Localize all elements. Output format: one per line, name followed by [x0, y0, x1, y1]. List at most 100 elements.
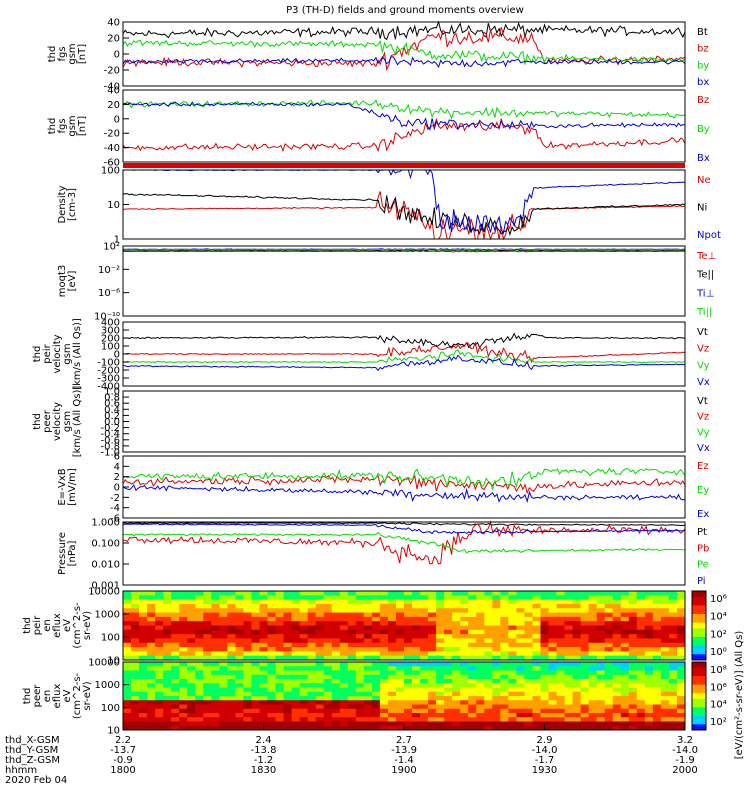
- heatmap-cell: [187, 691, 196, 697]
- heatmap-cell: [404, 612, 413, 618]
- heatmap-cell: [596, 638, 606, 644]
- heatmap-cell: [476, 704, 485, 710]
- heatmap-cell: [452, 629, 461, 635]
- heatmap-cell: [267, 638, 277, 644]
- heatmap-cell: [580, 704, 590, 710]
- heatmap-cell: [307, 603, 317, 609]
- heatmap-cell: [379, 696, 389, 701]
- heatmap-cell: [668, 608, 678, 614]
- heatmap-cell: [275, 704, 285, 710]
- heatmap-cell: [636, 647, 646, 652]
- heatmap-cell: [460, 670, 469, 676]
- y-tick-label: 1000: [95, 680, 120, 691]
- series-line-Ez: [122, 474, 686, 495]
- heatmap-cell: [516, 670, 525, 676]
- heatmap-cell: [540, 599, 550, 605]
- heatmap-cell: [371, 599, 381, 605]
- heatmap-cell: [548, 634, 558, 639]
- heatmap-cell: [171, 616, 180, 622]
- y-tick-label: 2: [114, 472, 120, 483]
- heatmap-cell: [331, 717, 341, 722]
- heatmap-cell: [580, 608, 590, 614]
- heatmap-cell: [227, 674, 236, 680]
- heatmap-cell: [532, 687, 541, 693]
- heatmap-cell: [211, 591, 220, 596]
- heatmap-cell: [371, 638, 381, 644]
- heatmap-cell: [395, 666, 405, 671]
- heatmap-cell: [155, 647, 164, 652]
- heatmap-cell: [636, 629, 646, 635]
- heatmap-cell: [540, 642, 550, 648]
- heatmap-cell: [179, 700, 188, 705]
- heatmap-cell: [636, 651, 646, 657]
- heatmap-cell: [532, 647, 541, 652]
- heatmap-cell: [444, 708, 453, 714]
- x-tick-label: 2.2: [115, 735, 131, 746]
- heatmap-cell: [171, 683, 180, 688]
- heatmap-cell: [468, 638, 477, 644]
- heatmap-cell: [604, 616, 614, 622]
- heatmap-cell: [163, 708, 172, 714]
- heatmap-cell: [404, 696, 413, 701]
- heatmap-cell: [612, 651, 622, 657]
- heatmap-cell: [524, 625, 533, 631]
- heatmap-cell: [235, 696, 244, 701]
- series-line-Ne: [122, 191, 686, 241]
- heatmap-cell: [219, 700, 228, 705]
- heatmap-cell: [123, 638, 132, 644]
- heatmap-cell: [516, 725, 525, 731]
- heatmap-cell: [556, 725, 566, 731]
- heatmap-cell: [139, 621, 148, 626]
- heatmap-cell: [420, 612, 429, 618]
- heatmap-cell: [147, 647, 156, 652]
- heatmap-cell: [299, 708, 309, 714]
- heatmap-cell: [532, 612, 541, 618]
- heatmap-cell: [283, 647, 293, 652]
- heatmap-cell: [436, 725, 445, 731]
- heatmap-cell: [644, 670, 654, 676]
- heatmap-cell: [612, 612, 622, 618]
- heatmap-cell: [395, 662, 405, 667]
- heatmap-cell: [315, 642, 325, 648]
- heatmap-cell: [163, 634, 172, 639]
- heatmap-cell: [171, 591, 180, 596]
- heatmap-cell: [596, 725, 606, 731]
- heatmap-cell: [139, 603, 148, 609]
- heatmap-cell: [564, 595, 574, 601]
- heatmap-cell: [163, 725, 172, 731]
- heatmap-cell: [612, 629, 622, 635]
- heatmap-cell: [227, 708, 236, 714]
- heatmap-cell: [243, 612, 252, 618]
- heatmap-cell: [588, 713, 598, 718]
- heatmap-cell: [508, 638, 517, 644]
- heatmap-cell: [476, 629, 485, 635]
- heatmap-cell: [323, 591, 333, 596]
- colorbar-segment: [692, 614, 706, 618]
- heatmap-cell: [572, 725, 582, 731]
- legend-entry: Vx: [697, 377, 710, 388]
- heatmap-cell: [476, 603, 485, 609]
- heatmap-cell: [203, 651, 212, 657]
- heatmap-cell: [275, 674, 285, 680]
- heatmap-cell: [404, 679, 413, 684]
- heatmap-cell: [436, 655, 445, 661]
- heatmap-cell: [628, 638, 638, 644]
- heatmap-cell: [283, 708, 293, 714]
- heatmap-cell: [492, 595, 501, 601]
- heatmap-cell: [676, 708, 686, 714]
- heatmap-cell: [139, 700, 148, 705]
- heatmap-cell: [195, 616, 204, 622]
- heatmap-cell: [339, 634, 349, 639]
- heatmap-cell: [500, 683, 509, 688]
- heatmap-cell: [379, 674, 389, 680]
- y-tick-label: 10: [107, 726, 120, 737]
- heatmap-cell: [355, 651, 365, 657]
- heatmap-cell: [452, 696, 461, 701]
- heatmap-cell: [355, 621, 365, 626]
- y-tick-label: 0.0: [104, 417, 120, 428]
- heatmap-cell: [412, 725, 421, 731]
- heatmap-cell: [371, 704, 381, 710]
- heatmap-cell: [676, 612, 686, 618]
- heatmap-cell: [387, 713, 397, 718]
- heatmap-cell: [596, 662, 606, 667]
